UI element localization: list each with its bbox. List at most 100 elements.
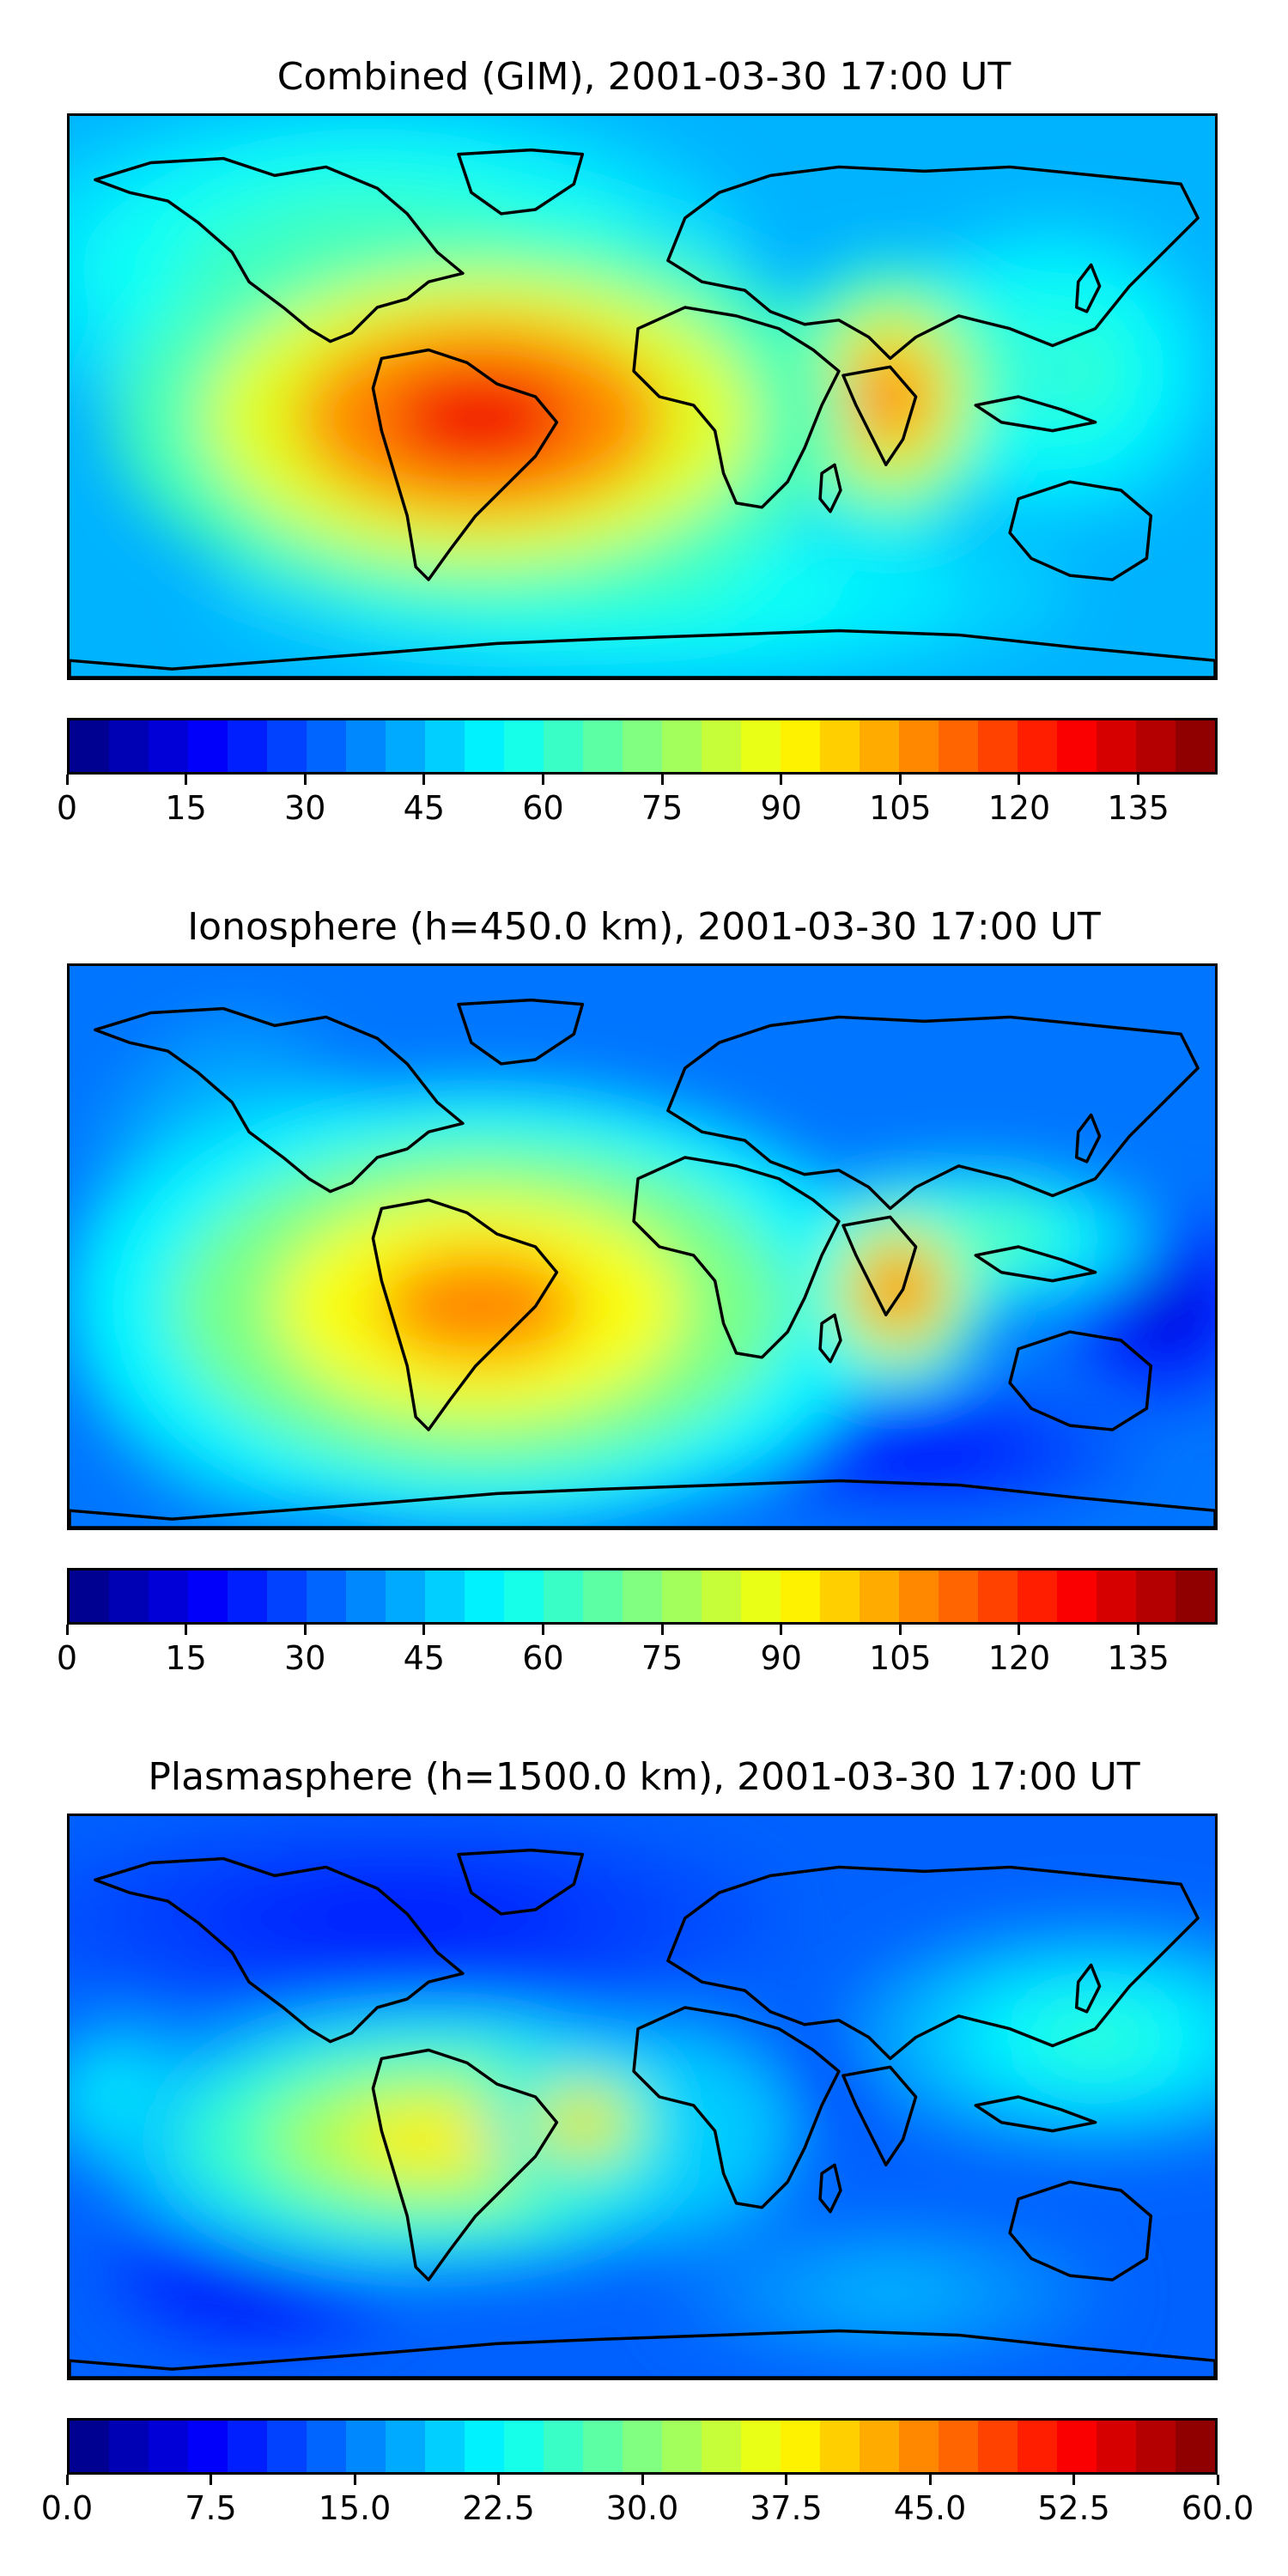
field-layer <box>70 1816 1215 2370</box>
colorbar-level <box>109 2421 149 2472</box>
colorbar-tick-label: 0 <box>56 789 78 827</box>
colorbar-tick-label: 135 <box>1107 789 1170 827</box>
colorbar-level <box>465 720 504 772</box>
colorbar-level <box>662 720 702 772</box>
field-contour <box>219 2256 296 2295</box>
colorbar-tick-label: 22.5 <box>462 2489 535 2527</box>
colorbar-level <box>149 2421 188 2472</box>
colorbar-level <box>899 720 939 772</box>
colorbar-tick-label: 30 <box>284 789 326 827</box>
coastline <box>94 156 465 343</box>
colorbar-tick-label: 90 <box>760 1639 802 1677</box>
colorbar-level <box>702 2421 741 2472</box>
coastline <box>632 2006 841 2209</box>
colorbar-tick-label: 45 <box>403 1639 446 1677</box>
colorbar-tick-label: 75 <box>641 1639 683 1677</box>
colorbar-tick-label: 15 <box>165 789 207 827</box>
colorbar-level <box>741 720 781 772</box>
colorbar-level <box>583 1571 623 1622</box>
field-contour <box>871 1434 978 1468</box>
coastline <box>632 306 841 509</box>
colorbar-level <box>978 2421 1018 2472</box>
colorbar-level <box>346 1571 386 1622</box>
colorbar-tick-label: 45.0 <box>893 2489 967 2527</box>
colorbar-level <box>978 1571 1018 1622</box>
colorbar-level <box>504 1571 544 1622</box>
colorbar-level <box>1176 720 1215 772</box>
field-contour <box>298 1893 491 1944</box>
tec-map-plot <box>70 966 1215 1528</box>
colorbar-level <box>1136 720 1176 772</box>
map-title: Ionosphere (h=450.0 km), 2001-03-30 17:0… <box>187 905 1101 949</box>
colorbar-level <box>623 2421 662 2472</box>
colorbar-level <box>662 2421 702 2472</box>
coastline <box>1074 263 1102 313</box>
colorbar-level <box>425 1571 465 1622</box>
colorbar <box>67 2418 1218 2475</box>
coastline <box>457 1848 585 1916</box>
colorbar-tick-label: 120 <box>987 789 1051 827</box>
field-contour <box>875 1263 923 1315</box>
colorbar-level <box>504 2421 544 2472</box>
colorbar-level <box>1136 2421 1176 2472</box>
field-contour <box>1030 2007 1160 2068</box>
coastline <box>818 463 842 513</box>
coastline <box>666 165 1200 361</box>
colorbar-level <box>899 1571 939 1622</box>
colorbar-tick-label: 30.0 <box>605 2489 679 2527</box>
coastlines <box>70 998 1215 1528</box>
colorbar-ticks: 0.0 7.5 15.0 22.5 30.0 37.5 45.0 52.5 60.0 <box>41 2475 1254 2527</box>
field-contour <box>377 1250 583 1362</box>
colorbar-tick-label: 52.5 <box>1037 2489 1110 2527</box>
colorbar-level <box>70 720 109 772</box>
colorbar-level <box>307 1571 346 1622</box>
colorbar-level <box>623 720 662 772</box>
colorbar-level <box>702 1571 741 1622</box>
field-contour <box>387 368 572 467</box>
colorbar-level <box>386 720 425 772</box>
colorbar-level <box>899 2421 939 2472</box>
colorbar-level <box>1018 720 1057 772</box>
colorbar-tick-label: 60 <box>522 1639 564 1677</box>
coastline <box>457 148 585 216</box>
colorbar-level <box>544 720 583 772</box>
colorbar-level <box>702 720 741 772</box>
coastline <box>841 2065 918 2167</box>
colorbar-level <box>425 720 465 772</box>
colorbar-level <box>149 720 188 772</box>
coastline <box>1008 2180 1153 2281</box>
colorbar-level <box>188 720 228 772</box>
colorbar-level <box>149 1571 188 1622</box>
tec-map <box>67 963 1218 1530</box>
colorbar-tick-label: 30 <box>284 1639 326 1677</box>
colorbar-level <box>939 1571 978 1622</box>
colorbar-level <box>228 720 267 772</box>
colorbar-tick-label: 37.5 <box>750 2489 823 2527</box>
field-contour <box>1138 1280 1190 1333</box>
colorbar-level <box>70 2421 109 2472</box>
colorbar-level <box>188 2421 228 2472</box>
colorbar-level <box>70 1571 109 1622</box>
colorbar-tick-label: 45 <box>403 789 446 827</box>
colorbar-level <box>386 2421 425 2472</box>
colorbar-level <box>1097 1571 1136 1622</box>
colorbar-level <box>820 720 860 772</box>
colorbar-tick-label: 60 <box>522 789 564 827</box>
colorbar-level <box>307 720 346 772</box>
colorbar-level <box>228 2421 267 2472</box>
coastline <box>70 629 1215 677</box>
colorbar-tick-label: 15.0 <box>318 2489 392 2527</box>
coastline <box>70 2329 1215 2378</box>
field-contour <box>558 2105 606 2140</box>
coastline <box>841 365 918 467</box>
colorbar-level <box>544 2421 583 2472</box>
colorbar-level <box>1097 720 1136 772</box>
coastline <box>1074 1113 1102 1163</box>
colorbar-tick-label: 0.0 <box>40 2489 94 2527</box>
colorbar-level <box>307 2421 346 2472</box>
colorbar-tick-label: 60.0 <box>1181 2489 1255 2527</box>
coastline <box>371 2048 559 2281</box>
coastlines <box>70 1848 1215 2378</box>
colorbar-level <box>1176 1571 1215 1622</box>
colorbar-level <box>781 2421 820 2472</box>
